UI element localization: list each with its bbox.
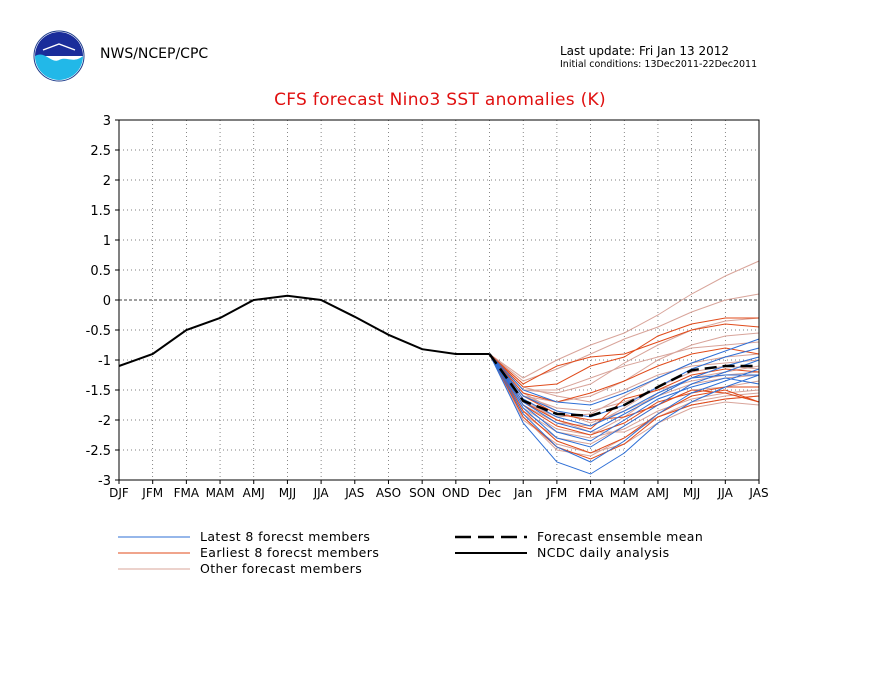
- legend-label-other: Other forecast members: [200, 561, 363, 576]
- earliest-member-line: [489, 353, 760, 460]
- other-member-line: [489, 353, 760, 412]
- x-tick-label: FMA: [578, 486, 604, 500]
- x-tick-label: DJF: [109, 486, 129, 500]
- legend-label-mean: Forecast ensemble mean: [537, 529, 704, 544]
- other-member-line: [489, 353, 760, 433]
- earliest-member-line: [489, 347, 760, 403]
- other-member-line: [489, 293, 760, 382]
- legend-label-latest: Latest 8 forecst members: [200, 529, 371, 544]
- x-tick-label: JFM: [545, 486, 567, 500]
- ensemble-mean-series: [488, 353, 759, 418]
- earliest-member-line: [489, 323, 760, 385]
- y-tick-label: 0.5: [90, 264, 111, 279]
- noaa-logo: [33, 30, 85, 82]
- x-tick-label: ASO: [376, 486, 401, 500]
- x-tick-label: Jan: [513, 486, 533, 500]
- latest-member-line: [489, 353, 760, 442]
- x-tick-label: JJA: [717, 486, 734, 500]
- agency-name: NWS/NCEP/CPC: [100, 46, 209, 62]
- legend-label-earliest: Earliest 8 forecst members: [200, 545, 380, 560]
- x-tick-label: FMA: [174, 486, 200, 500]
- y-tick-label: -2: [98, 414, 111, 429]
- last-update-text: Last update: Fri Jan 13 2012: [560, 44, 729, 58]
- other-member-line: [489, 260, 760, 379]
- earliest-members-series: [489, 317, 760, 460]
- chart-title: CFS forecast Nino3 SST anomalies (K): [274, 90, 606, 110]
- other-member-line: [489, 317, 760, 394]
- x-tick-label: Dec: [478, 486, 501, 500]
- y-tick-label: 0: [103, 294, 111, 309]
- y-tick-label: -0.5: [86, 324, 111, 339]
- other-member-line: [489, 353, 760, 418]
- x-tick-label: MJJ: [279, 486, 296, 500]
- x-tick-label: JJA: [313, 486, 330, 500]
- x-tick-label: SON: [409, 486, 435, 500]
- x-tick-label: JAS: [748, 486, 768, 500]
- earliest-member-line: [489, 353, 760, 430]
- y-tick-label: 1: [103, 234, 111, 249]
- latest-members-series: [489, 338, 760, 475]
- y-tick-label: 2: [103, 174, 111, 189]
- analysis-series: [118, 294, 490, 367]
- x-axis: DJF JFM FMA MAM AMJ MJJ JJA JAS ASO SON OND Dec Jan J…: [109, 480, 769, 500]
- y-tick-label: -3: [98, 474, 111, 489]
- x-tick-label: JAS: [344, 486, 364, 500]
- x-tick-label: MAM: [610, 486, 639, 500]
- latest-member-line: [489, 353, 760, 433]
- y-tick-label: -1.5: [86, 384, 111, 399]
- y-tick-label: 1.5: [90, 204, 111, 219]
- y-tick-label: 3: [103, 114, 111, 129]
- initial-conditions-text: Initial conditions: 13Dec2011-22Dec2011: [560, 59, 758, 70]
- x-tick-label: AMJ: [243, 486, 265, 500]
- y-tick-label: -2.5: [86, 444, 111, 459]
- latest-member-line: [489, 353, 759, 427]
- grid-lines: [119, 120, 759, 480]
- x-tick-label: OND: [442, 486, 470, 500]
- y-tick-label: 2.5: [90, 144, 111, 159]
- ensemble-mean-line: [488, 353, 759, 418]
- plot-frame: [118, 119, 760, 481]
- y-axis: 3 2.5 2 1.5 1 0.5 0 -0.5 -1 -1.5 -2 -2.5 -3: [86, 114, 119, 489]
- x-tick-label: MJJ: [683, 486, 700, 500]
- x-tick-label: JFM: [141, 486, 163, 500]
- y-tick-label: -1: [98, 354, 111, 369]
- latest-member-line: [489, 353, 760, 475]
- latest-member-line: [489, 338, 760, 406]
- analysis-line: [118, 294, 490, 367]
- other-member-line: [489, 341, 760, 391]
- legend-label-analysis: NCDC daily analysis: [537, 545, 670, 560]
- other-members-series: [489, 260, 760, 457]
- latest-member-line: [489, 353, 760, 463]
- x-tick-label: MAM: [206, 486, 235, 500]
- earliest-member-line: [489, 353, 759, 436]
- earliest-member-line: [489, 317, 759, 388]
- x-tick-label: AMJ: [647, 486, 669, 500]
